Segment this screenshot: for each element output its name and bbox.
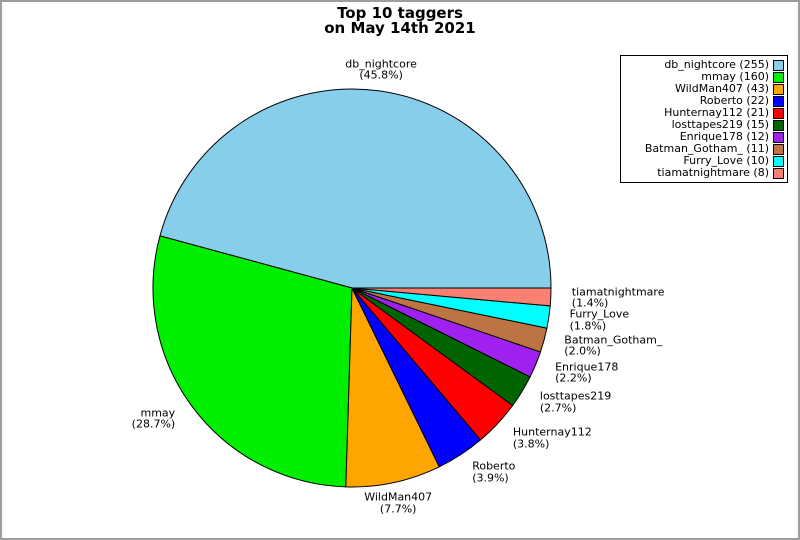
legend-label: Hunternay112 (21) xyxy=(664,106,769,119)
chart-title: Top 10 taggers on May 14th 2021 xyxy=(2,6,798,36)
slice-label-name: losttapes219 xyxy=(539,389,612,403)
legend-swatch xyxy=(773,167,784,179)
slice-label-tiamatnightmare: tiamatnightmare (1.4%) xyxy=(572,286,665,309)
slice-label-furry_love: Furry_Love (1.8%) xyxy=(570,309,630,332)
legend-label: Batman_Gotham_ (11) xyxy=(644,142,769,155)
slice-label-name: Roberto xyxy=(472,459,516,473)
legend-label: tiamatnightmare (8) xyxy=(657,166,769,179)
legend-swatch xyxy=(773,119,784,131)
slice-label-percent: (3.8%) xyxy=(512,437,550,450)
slice-label-losttapes219: losttapes219 (2.7%) xyxy=(540,391,611,414)
legend-label: Furry_Love (10) xyxy=(683,154,769,167)
legend-row-wildman407: WildMan407 (43) xyxy=(624,83,784,95)
legend-row-tiamatnightmare: tiamatnightmare (8) xyxy=(624,167,784,179)
legend: db_nightcore (255) mmay (160) WildMan407 (… xyxy=(620,55,788,183)
legend-label: losttapes219 (15) xyxy=(671,118,769,131)
legend-label: db_nightcore (255) xyxy=(664,58,769,71)
legend-row-db_nightcore: db_nightcore (255) xyxy=(624,59,784,71)
slice-label-batman_gotham_: Batman_Gotham_ (2.0%) xyxy=(564,334,662,357)
legend-row-batman_gotham_: Batman_Gotham_ (11) xyxy=(624,143,784,155)
slice-label-mmay: mmay (28.7%) xyxy=(132,407,176,430)
slice-label-name: tiamatnightmare xyxy=(571,285,665,299)
slice-label-name: Furry_Love xyxy=(569,307,630,321)
slice-label-roberto: Roberto (3.9%) xyxy=(472,461,515,484)
legend-label: Roberto (22) xyxy=(699,94,769,107)
slice-label-percent: (28.7%) xyxy=(131,417,176,431)
legend-swatch xyxy=(773,143,784,155)
slice-label-db_nightcore: db_nightcore (45.8%) xyxy=(345,58,417,81)
legend-swatch xyxy=(773,59,784,71)
slice-label-wildman407: WildMan407 (7.7%) xyxy=(364,492,432,515)
chart-title-line2: on May 14th 2021 xyxy=(324,19,476,37)
slice-label-name: WildMan407 xyxy=(364,490,433,504)
slice-label-name: db_nightcore xyxy=(345,57,417,71)
legend-label: Enrique178 (12) xyxy=(679,130,769,143)
legend-swatch xyxy=(773,107,784,119)
slice-label-percent: (45.8%) xyxy=(359,68,403,82)
slice-label-hunternay112: Hunternay112 (3.8%) xyxy=(512,425,592,450)
legend-label: mmay (160) xyxy=(701,70,769,83)
pie-slice-db_nightcore xyxy=(159,88,552,289)
legend-row-furry_love: Furry_Love (10) xyxy=(624,155,784,167)
pie-slice-mmay xyxy=(152,235,353,488)
legend-row-mmay: mmay (160) xyxy=(624,71,784,83)
slice-label-percent: (1.4%) xyxy=(571,296,609,310)
slice-label-name: Batman_Gotham_ xyxy=(564,333,663,347)
slice-label-percent: (1.8%) xyxy=(569,319,607,333)
pie-slice-tiamatnightmare xyxy=(351,287,552,307)
slice-label-percent: (2.7%) xyxy=(539,401,577,415)
legend-swatch xyxy=(773,95,784,107)
legend-row-roberto: Roberto (22) xyxy=(624,95,784,107)
slice-label-enrique178: Enrique178 (2.2%) xyxy=(555,361,618,384)
slice-label-percent: (3.9%) xyxy=(472,471,509,485)
legend-row-hunternay112: Hunternay112 (21) xyxy=(624,107,784,119)
pie-slice-wildman407 xyxy=(345,287,440,488)
slice-label-name: Enrique178 xyxy=(555,360,619,374)
chart-title-line1: Top 10 taggers xyxy=(337,4,463,22)
legend-swatch xyxy=(773,83,784,95)
legend-swatch xyxy=(773,71,784,83)
legend-label: WildMan407 (43) xyxy=(674,82,769,95)
legend-swatch xyxy=(773,155,784,167)
legend-row-losttapes219: losttapes219 (15) xyxy=(624,119,784,131)
legend-row-enrique178: Enrique178 (12) xyxy=(624,131,784,143)
slice-label-name: Hunternay112 xyxy=(512,425,592,439)
slice-label-percent: (2.2%) xyxy=(555,371,592,385)
slice-label-percent: (2.0%) xyxy=(564,344,601,358)
slice-label-name: mmay xyxy=(140,406,176,420)
legend-swatch xyxy=(773,131,784,143)
slice-label-percent: (7.7%) xyxy=(379,502,417,516)
